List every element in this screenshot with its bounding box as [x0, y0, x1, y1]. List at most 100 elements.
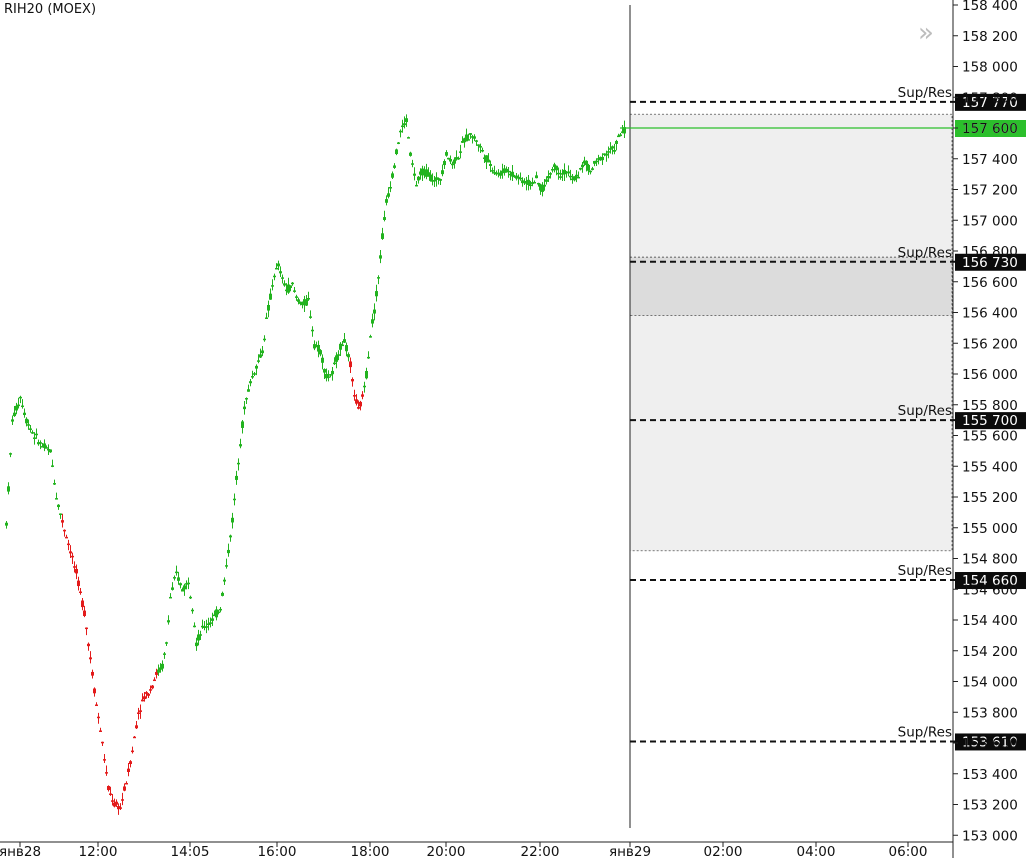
y-tick-label: 154 000	[962, 675, 1018, 691]
candle-body	[259, 354, 262, 358]
candle-body	[325, 373, 328, 379]
candle-body	[87, 643, 90, 647]
candle-body	[573, 176, 576, 181]
candle-body	[41, 446, 44, 448]
candle-body	[195, 642, 198, 647]
candle-body	[485, 155, 488, 163]
candle-body	[289, 285, 292, 288]
candle-body	[397, 142, 400, 144]
candle-body	[433, 179, 436, 182]
candle-body	[255, 365, 258, 369]
x-tick-label: 02:00	[704, 844, 743, 858]
candle-body	[97, 716, 100, 719]
candle-body	[455, 157, 458, 160]
candle-body	[411, 163, 414, 165]
candle-body	[251, 376, 254, 378]
candle-body	[329, 374, 332, 376]
candle-body	[13, 412, 16, 417]
candle-body	[583, 160, 586, 164]
candle-body	[537, 182, 540, 185]
level-label: Sup/Res	[898, 85, 952, 101]
candle-body	[53, 483, 56, 485]
candle-body	[593, 161, 596, 164]
candle-body	[181, 589, 184, 592]
candle-body	[577, 176, 580, 179]
candle-body	[295, 296, 298, 298]
candle-body	[243, 406, 246, 410]
candle-body	[483, 157, 486, 159]
candle-body	[511, 171, 514, 177]
candle-body	[19, 396, 22, 399]
level-price-text: 153 610	[962, 734, 1018, 750]
candle-body	[33, 437, 36, 439]
candle-body	[595, 160, 598, 163]
candle-body	[9, 453, 12, 455]
y-tick-label: 155 600	[962, 429, 1018, 445]
candle-body	[203, 626, 206, 629]
candle-body	[565, 171, 568, 174]
candle-body	[621, 131, 624, 133]
y-tick-label: 156 400	[962, 306, 1018, 322]
candle-body	[25, 418, 28, 424]
y-axis-labels: 158 400 158 200 158 000 157 800 157 600 157 4…	[953, 0, 1018, 844]
axis-layer	[0, 0, 954, 858]
candle-body	[341, 344, 344, 347]
candle-body	[111, 800, 114, 802]
y-tick-label: 158 000	[962, 60, 1018, 76]
candle-body	[99, 730, 102, 732]
candle-body	[191, 609, 194, 612]
candle-body	[131, 750, 134, 753]
candle-body	[581, 164, 584, 168]
candle-body	[587, 164, 590, 171]
candle-body	[547, 175, 550, 179]
candle-body	[555, 165, 558, 171]
x-axis-labels: янв28 12:00 14:05 16:00 18:00 20:00 22:00 янв29…	[0, 842, 927, 858]
candle-body	[73, 566, 76, 568]
candle-body	[133, 736, 136, 739]
candle-body	[589, 170, 592, 173]
level-price-badge	[955, 572, 1026, 590]
candle-body	[61, 520, 64, 523]
y-tick-label: 156 200	[962, 336, 1018, 352]
chevron-double-right-icon[interactable]: »	[918, 18, 934, 48]
candle-body	[281, 277, 284, 279]
x-tick-label: 22:00	[521, 844, 560, 858]
candle-body	[365, 371, 368, 379]
levels-layer: Sup/Res 157 770 Sup/Res 156 730 Sup/Res 155 7…	[620, 85, 1026, 751]
candle-body	[113, 802, 116, 807]
candle-body	[57, 504, 60, 508]
candle-body	[123, 786, 126, 791]
candle-body	[303, 299, 306, 306]
candle-body	[105, 772, 108, 774]
candle-body	[23, 412, 26, 416]
candle-body	[491, 170, 494, 172]
x-tick-label: 14:05	[171, 844, 210, 858]
candle-body	[171, 587, 174, 590]
candle-body	[437, 178, 440, 180]
candle-body	[541, 186, 544, 192]
candle-body	[269, 293, 272, 300]
candle-body	[315, 345, 318, 347]
y-tick-label: 153 200	[962, 798, 1018, 814]
candle-body	[525, 180, 528, 184]
level-label: Sup/Res	[898, 724, 952, 740]
candle-body	[247, 389, 250, 392]
candle-body	[285, 289, 288, 292]
candle-body	[379, 255, 382, 259]
candle-body	[417, 176, 420, 181]
candle-body	[377, 277, 380, 279]
candle-body	[45, 447, 48, 449]
candle-body	[575, 174, 578, 177]
candle-body	[561, 173, 564, 175]
candle-body	[531, 182, 534, 184]
candle-body	[239, 444, 242, 447]
candle-body	[533, 181, 536, 184]
candle-body	[339, 343, 342, 350]
level-price-badge	[955, 412, 1026, 430]
candle-body	[223, 579, 226, 582]
candle-body	[225, 565, 228, 567]
candle-body	[169, 596, 172, 599]
candle-body	[301, 302, 304, 306]
candle-body	[523, 181, 526, 184]
